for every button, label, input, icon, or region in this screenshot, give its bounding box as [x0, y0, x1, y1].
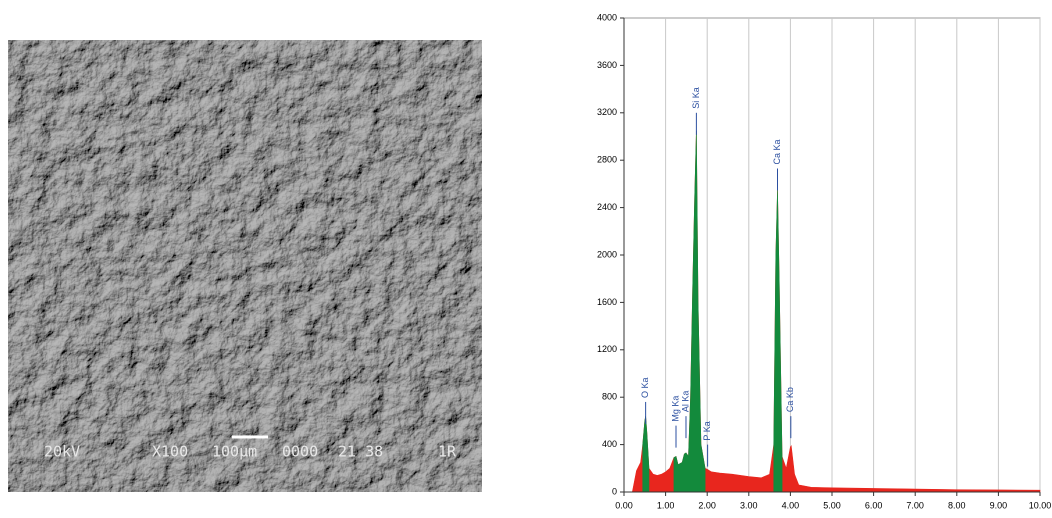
- x-tick-label: 7.00: [906, 500, 924, 510]
- sem-label: 100µm: [212, 443, 257, 461]
- peak-label: Ca Ka: [772, 139, 782, 164]
- y-tick-label: 2400: [597, 202, 617, 212]
- sem-label: 20kV: [44, 443, 80, 461]
- x-tick-label: 10.00: [1029, 500, 1052, 510]
- y-tick-label: 2800: [597, 155, 617, 165]
- x-tick-label: 5.00: [823, 500, 841, 510]
- y-tick-label: 1600: [597, 297, 617, 307]
- peak-label: Al Ka: [680, 391, 690, 413]
- y-tick-label: 3200: [597, 107, 617, 117]
- page: 20kV X100 100µm 0000 21 38 1R 0.00 1.00 2.…: [0, 0, 1052, 518]
- x-tick-label: 1.00: [657, 500, 675, 510]
- sem-label: 0000: [282, 443, 318, 461]
- peak-label: P Ka: [702, 421, 712, 440]
- sem-image: 20kV X100 100µm 0000 21 38 1R: [8, 40, 482, 492]
- x-tick-label: 2.00: [698, 500, 716, 510]
- sem-label: 1R: [438, 443, 457, 461]
- x-tick-label: 4.00: [782, 500, 800, 510]
- x-tick-label: 6.00: [865, 500, 883, 510]
- x-tick-label: 9.00: [990, 500, 1008, 510]
- sem-texture: [8, 40, 482, 492]
- y-tick-label: 1200: [597, 344, 617, 354]
- sem-label: X100: [152, 443, 188, 461]
- y-tick-label: 4000: [597, 12, 617, 22]
- y-tick-label: 0: [612, 486, 617, 496]
- y-tick-label: 800: [602, 392, 617, 402]
- x-tick-label: 8.00: [948, 500, 966, 510]
- peak-label: Ca Kb: [785, 387, 795, 412]
- sem-label: 21 38: [338, 443, 383, 461]
- y-tick-label: 400: [602, 439, 617, 449]
- y-tick-label: 2000: [597, 249, 617, 259]
- y-tick-label: 3600: [597, 60, 617, 70]
- peak-label: Si Ka: [691, 87, 701, 109]
- peak-label: O Ka: [640, 377, 650, 398]
- x-tick-label: 3.00: [740, 500, 758, 510]
- x-tick-label: 0.00: [615, 500, 633, 510]
- peak-label: Mg Ka: [670, 396, 680, 422]
- figure: 20kV X100 100µm 0000 21 38 1R 0.00 1.00 2.…: [0, 0, 1052, 518]
